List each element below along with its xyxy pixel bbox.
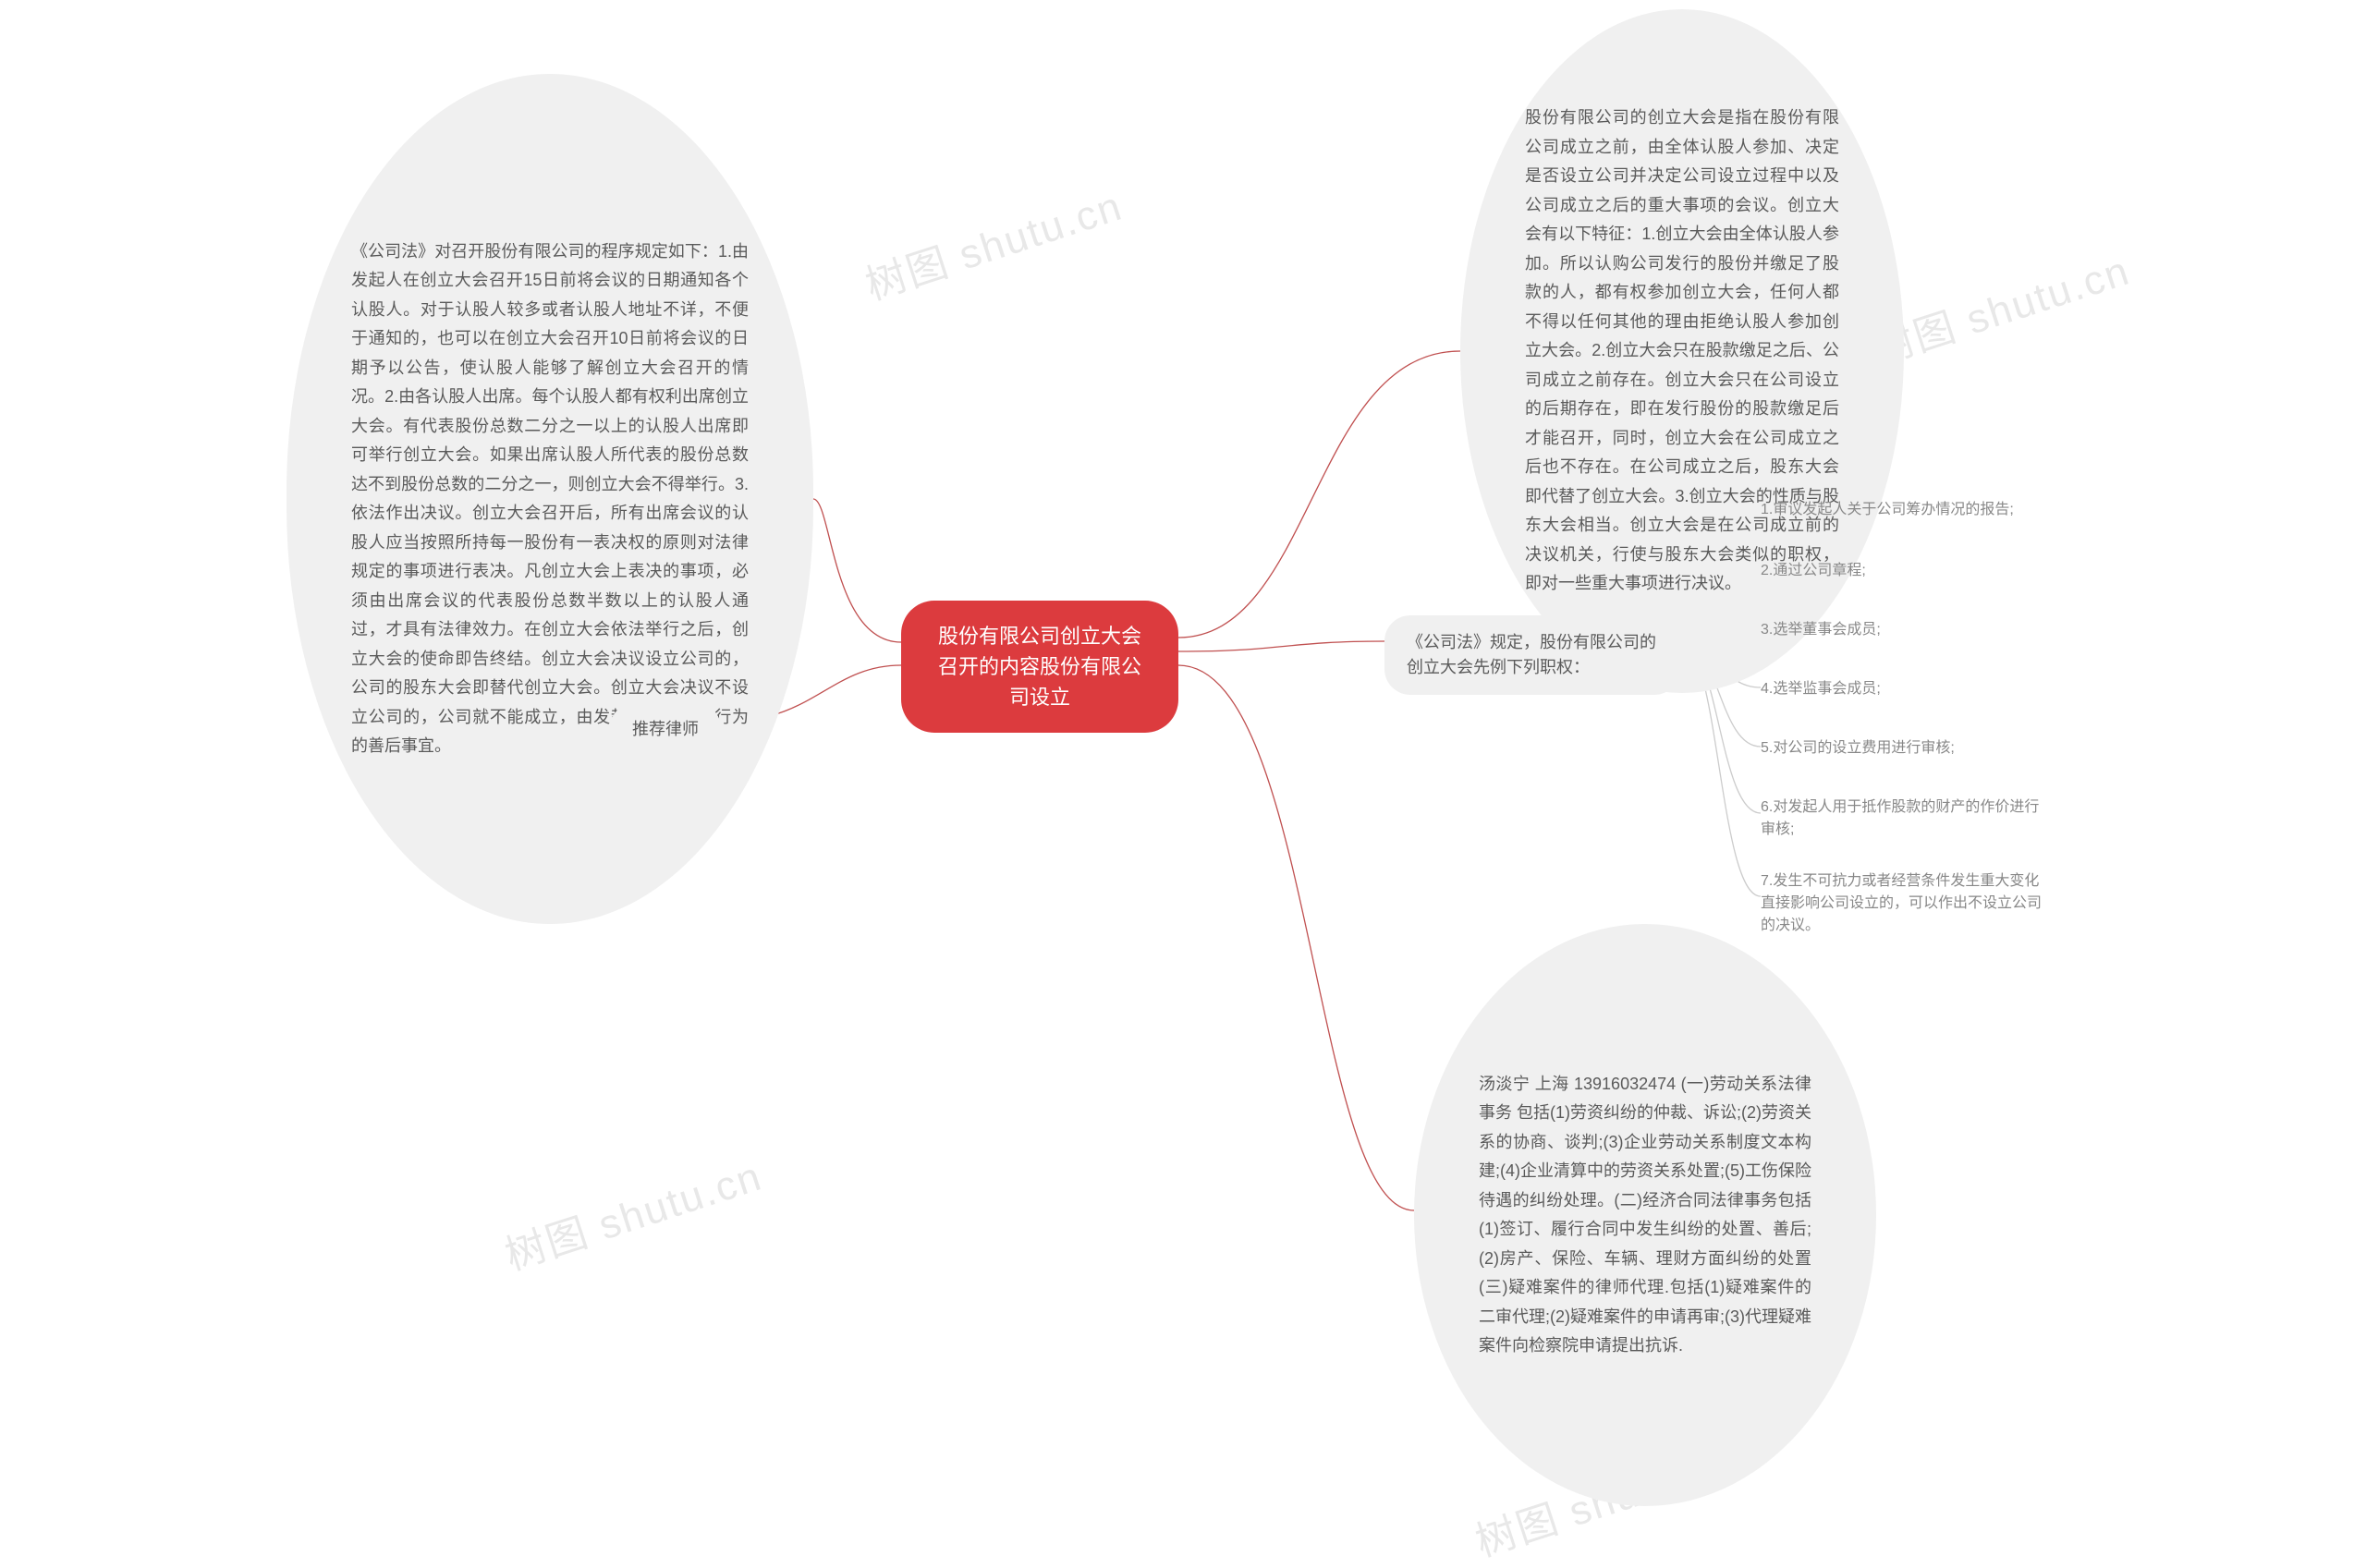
leaf-power-1[interactable]: 1.审议发起人关于公司筹办情况的报告; [1761,499,2047,521]
central-topic-text: 股份有限公司创立大会召开的内容股份有限公司设立 [938,625,1141,709]
node-powers-label-text: 《公司法》规定，股份有限公司的创立大会先例下列职权： [1407,633,1656,676]
leaf-power-3[interactable]: 3.选举董事会成员; [1761,619,2047,641]
node-lawyer-label[interactable]: 推荐律师 [610,702,721,757]
central-topic[interactable]: 股份有限公司创立大会召开的内容股份有限公司设立 [901,601,1178,733]
watermark: 树图 shutu.cn [496,1143,768,1282]
node-definition-text: 股份有限公司的创立大会是指在股份有限公司成立之前，由全体认股人参加、决定是否设立… [1525,103,1839,599]
leaf-power-5[interactable]: 5.对公司的设立费用进行审核; [1761,737,2047,760]
node-definition[interactable]: 股份有限公司的创立大会是指在股份有限公司成立之前，由全体认股人参加、决定是否设立… [1460,9,1904,693]
node-procedure[interactable]: 《公司法》对召开股份有限公司的程序规定如下：1.由发起人在创立大会召开15日前将… [287,74,813,924]
leaf-power-2[interactable]: 2.通过公司章程; [1761,560,2047,582]
node-lawyer-info[interactable]: 汤淡宁 上海 13916032474 (一)劳动关系法律事务 包括(1)劳资纠纷… [1414,924,1876,1506]
leaf-power-7[interactable]: 7.发生不可抗力或者经营条件发生重大变化直接影响公司设立的，可以作出不设立公司的… [1761,870,2047,937]
watermark: 树图 shutu.cn [857,173,1128,311]
node-lawyer-label-text: 推荐律师 [632,720,699,738]
leaf-power-4[interactable]: 4.选举监事会成员; [1761,678,2047,700]
node-powers-label[interactable]: 《公司法》规定，股份有限公司的创立大会先例下列职权： [1384,615,1680,695]
node-procedure-text: 《公司法》对召开股份有限公司的程序规定如下：1.由发起人在创立大会召开15日前将… [351,237,749,761]
leaf-power-6[interactable]: 6.对发起人用于抵作股款的财产的作价进行审核; [1761,796,2047,841]
watermark: 树图 shutu.cn [1864,237,2136,376]
node-lawyer-info-text: 汤淡宁 上海 13916032474 (一)劳动关系法律事务 包括(1)劳资纠纷… [1479,1070,1811,1361]
